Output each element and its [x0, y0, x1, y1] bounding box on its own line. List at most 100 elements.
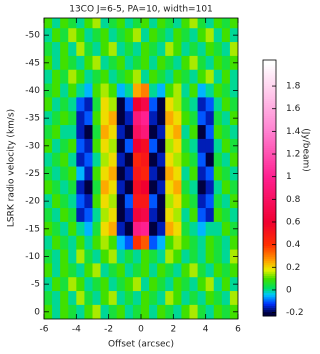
colorbar-tick-label: 0.8	[286, 195, 301, 205]
heat-cell	[125, 208, 133, 222]
heat-cell	[149, 263, 157, 277]
heat-cell	[117, 153, 125, 167]
heat-cell	[52, 222, 60, 236]
colorbar-tick-label: 0.4	[286, 240, 301, 250]
heat-cell	[173, 139, 181, 153]
heat-cell	[109, 42, 117, 56]
heat-cell	[222, 222, 230, 236]
heat-cell	[125, 42, 133, 56]
heat-cell	[149, 111, 157, 125]
heat-cell	[190, 180, 198, 194]
heat-cell	[52, 139, 60, 153]
heat-cell	[68, 277, 76, 291]
heat-cell	[84, 139, 92, 153]
heat-cell	[60, 97, 68, 111]
heat-cell	[214, 42, 222, 56]
heat-cell	[109, 97, 117, 111]
heat-cell	[222, 180, 230, 194]
heat-cell	[181, 125, 189, 139]
heat-cell	[165, 291, 173, 305]
heat-cell	[198, 42, 206, 56]
heat-cell	[190, 291, 198, 305]
heat-cell	[206, 28, 214, 42]
heat-cell	[60, 70, 68, 84]
heat-cell	[109, 111, 117, 125]
heat-cell	[93, 56, 101, 70]
heat-cell	[101, 180, 109, 194]
heat-cell	[101, 250, 109, 264]
heat-cell	[84, 28, 92, 42]
heat-cell	[141, 56, 149, 70]
heat-cell	[133, 153, 141, 167]
x-tick-label: -4	[72, 325, 81, 335]
heat-cell	[133, 97, 141, 111]
heat-cell	[173, 277, 181, 291]
heat-cell	[206, 180, 214, 194]
heat-cell	[76, 250, 84, 264]
heat-cell	[206, 139, 214, 153]
heat-cell	[93, 263, 101, 277]
heat-cell	[214, 208, 222, 222]
heat-cell	[222, 97, 230, 111]
heat-cell	[117, 263, 125, 277]
heat-cell	[44, 180, 52, 194]
heat-cell	[84, 236, 92, 250]
heat-cell	[133, 111, 141, 125]
y-tick-label: -35	[25, 114, 40, 124]
heat-cell	[76, 28, 84, 42]
y-tick-label: -10	[25, 252, 40, 262]
heat-cell	[165, 250, 173, 264]
x-tick-label: 0	[138, 325, 144, 335]
colorbar-tick-label: 1.6	[286, 104, 301, 114]
heat-cell	[214, 263, 222, 277]
heat-cell	[230, 263, 238, 277]
heat-cell	[141, 194, 149, 208]
heat-cell	[198, 180, 206, 194]
heat-cell	[68, 125, 76, 139]
heat-cell	[149, 84, 157, 98]
heat-cell	[84, 153, 92, 167]
heat-cell	[93, 42, 101, 56]
heat-cell	[52, 42, 60, 56]
heat-cell	[109, 70, 117, 84]
heat-cell	[93, 111, 101, 125]
chart-title: 13CO J=6-5, PA=10, width=101	[69, 5, 213, 15]
heat-cell	[165, 180, 173, 194]
heat-cell	[198, 139, 206, 153]
heat-cell	[141, 28, 149, 42]
heat-cell	[117, 236, 125, 250]
heat-cell	[52, 180, 60, 194]
heat-cell	[230, 291, 238, 305]
heat-cell	[141, 97, 149, 111]
heat-cell	[149, 167, 157, 181]
heat-cell	[117, 167, 125, 181]
heat-cell	[84, 56, 92, 70]
heat-cell	[230, 125, 238, 139]
heat-cell	[101, 70, 109, 84]
heat-cell	[93, 139, 101, 153]
heat-cell	[165, 208, 173, 222]
heat-cell	[149, 305, 157, 319]
heat-cell	[206, 111, 214, 125]
heat-cell	[214, 222, 222, 236]
heat-cell	[222, 14, 230, 28]
heat-cell	[157, 42, 165, 56]
x-tick-label: -2	[104, 325, 113, 335]
heat-cell	[76, 84, 84, 98]
heat-cell	[181, 291, 189, 305]
heat-cell	[149, 56, 157, 70]
heat-cell	[93, 194, 101, 208]
heat-cell	[125, 111, 133, 125]
heat-cell	[157, 180, 165, 194]
heat-cell	[109, 208, 117, 222]
y-tick-label: -30	[25, 141, 40, 151]
heat-cell	[165, 139, 173, 153]
heat-cell	[44, 14, 52, 28]
heat-cell	[206, 70, 214, 84]
heat-cell	[52, 263, 60, 277]
heat-cell	[157, 153, 165, 167]
heat-cell	[60, 111, 68, 125]
heat-cell	[214, 250, 222, 264]
heat-cell	[44, 125, 52, 139]
x-tick-label: -6	[40, 325, 49, 335]
